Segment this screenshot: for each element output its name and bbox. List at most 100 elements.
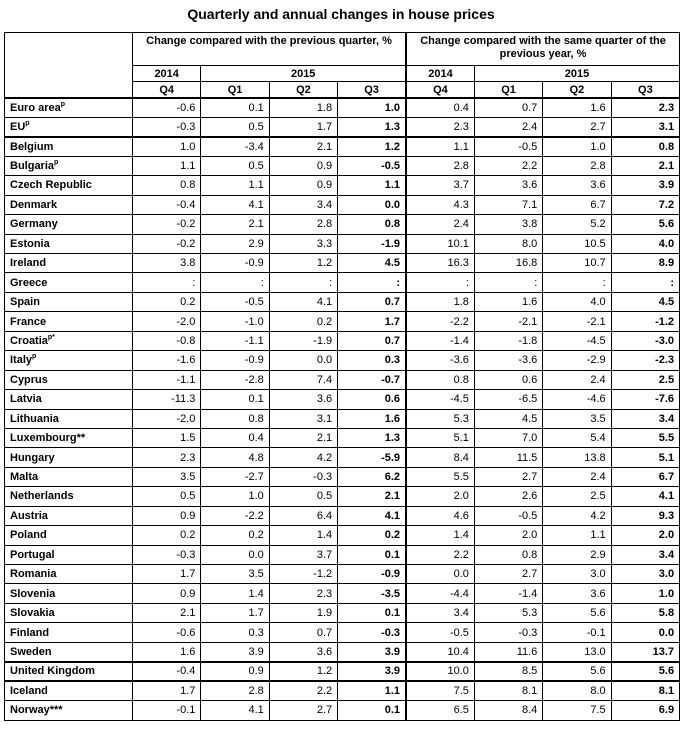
value-cell: 1.0 — [542, 135, 612, 157]
value-cell: 2.8 — [200, 680, 270, 701]
country-name: Slovenia — [10, 587, 56, 600]
value-cell: : — [610, 272, 680, 293]
value-cell: 3.4 — [610, 408, 680, 429]
value-cell: 1.4 — [405, 525, 475, 546]
value-cell: 5.5 — [610, 427, 680, 448]
value-cell: -4.6 — [542, 389, 612, 409]
value-cell: -11.3 — [131, 389, 201, 409]
value-cell: 0.0 — [405, 563, 475, 584]
value-cell: 0.7 — [337, 291, 407, 312]
country-name: Finland — [10, 626, 50, 639]
value-cell: 10.4 — [405, 641, 475, 662]
value-cell: 1.5 — [131, 427, 201, 448]
value-cell: -1.4 — [405, 330, 475, 351]
value-cell: -1.2 — [610, 311, 680, 332]
country-cell: Sweden — [4, 641, 133, 662]
value-cell: 3.8 — [473, 214, 543, 235]
value-cell: 2.7 — [268, 700, 338, 720]
value-cell: 0.3 — [200, 622, 270, 643]
value-cell: 0.6 — [337, 389, 407, 409]
value-cell: -0.3 — [473, 622, 543, 643]
country-name: Iceland — [10, 685, 48, 698]
country-cell: Czech Republic — [4, 175, 133, 196]
year-header-2015: 2015 — [473, 65, 680, 82]
value-cell: -1.6 — [131, 350, 201, 371]
value-cell: 2.5 — [610, 369, 680, 390]
value-cell: 4.0 — [542, 291, 612, 312]
value-cell: 0.3 — [337, 350, 407, 371]
table-row: Greece:::::::: — [4, 272, 680, 293]
country-name: Sweden — [10, 645, 52, 658]
value-cell: -2.0 — [131, 408, 201, 429]
country-cell: Hungary — [4, 447, 133, 468]
value-cell: 0.7 — [337, 330, 407, 351]
value-cell: 0.0 — [200, 544, 270, 565]
value-cell: 2.2 — [473, 155, 543, 176]
value-cell: 5.6 — [542, 660, 612, 682]
value-cell: 2.0 — [405, 486, 475, 507]
value-cell: 4.6 — [405, 505, 475, 526]
value-cell: -2.2 — [405, 311, 475, 332]
table-row: Iceland 1.7 2.8 2.2 1.1 7.5 8.1 8.0 8.1 — [4, 680, 680, 701]
value-cell: 1.7 — [131, 680, 201, 701]
country-cell: Austria — [4, 505, 133, 526]
value-cell: -2.2 — [200, 505, 270, 526]
value-cell: -1.4 — [473, 583, 543, 604]
value-cell: 1.7 — [200, 602, 270, 623]
value-cell: -0.2 — [131, 214, 201, 235]
table-row: Bulgariap 1.1 0.5 0.9 -0.5 2.8 2.2 2.8 2.1 — [4, 155, 680, 176]
value-cell: 2.1 — [268, 135, 338, 157]
table-row: Germany -0.2 2.1 2.8 0.8 2.4 3.8 5.2 5.6 — [4, 214, 680, 235]
table-row: Italyp -1.6 -0.9 0.0 0.3 -3.6 -3.6 -2.9 -2.3 — [4, 350, 680, 371]
value-cell: 2.1 — [200, 214, 270, 235]
value-cell: -2.0 — [131, 311, 201, 332]
value-cell: 16.3 — [405, 252, 475, 273]
value-cell: 1.4 — [200, 583, 270, 604]
value-cell: 2.7 — [473, 563, 543, 584]
table-row: Latvia -11.3 0.1 3.6 0.6 -4.5 -6.5 -4.6 -7.6 — [4, 389, 680, 409]
value-cell: 8.5 — [473, 660, 543, 682]
year-header-2014: 2014 — [131, 65, 201, 82]
value-cell: -1.1 — [131, 369, 201, 390]
value-cell: -4.5 — [405, 389, 475, 409]
country-cell: United Kingdom — [4, 660, 133, 682]
table-row: Slovenia 0.9 1.4 2.3 -3.5 -4.4 -1.4 3.6 1.0 — [4, 583, 680, 604]
value-cell: 4.1 — [610, 486, 680, 507]
value-cell: 2.3 — [268, 583, 338, 604]
table-row: United Kingdom -0.4 0.9 1.2 3.9 10.0 8.5 5.6 5.6 — [4, 660, 680, 682]
value-cell: 0.9 — [268, 175, 338, 196]
value-cell: 8.4 — [473, 700, 543, 720]
country-name: Cyprus — [10, 373, 48, 386]
value-cell: 0.2 — [131, 525, 201, 546]
value-cell: 2.3 — [405, 116, 475, 137]
value-cell: 0.5 — [268, 486, 338, 507]
value-cell: 5.3 — [473, 602, 543, 623]
country-cell: Estonia — [4, 233, 133, 254]
value-cell: 4.5 — [610, 291, 680, 312]
value-cell: 7.1 — [473, 194, 543, 215]
value-cell: 4.0 — [610, 233, 680, 254]
value-cell: -0.3 — [337, 622, 407, 643]
value-cell: -0.8 — [131, 330, 201, 351]
value-cell: 4.1 — [200, 700, 270, 720]
value-cell: 1.6 — [473, 291, 543, 312]
table-row: Romania 1.7 3.5 -1.2 -0.9 0.0 2.7 3.0 3.0 — [4, 563, 680, 584]
value-cell: -7.6 — [610, 389, 680, 409]
table-row: Estonia -0.2 2.9 3.3 -1.9 10.1 8.0 10.5 4.0 — [4, 233, 680, 254]
value-cell: 3.5 — [200, 563, 270, 584]
value-cell: 4.3 — [405, 194, 475, 215]
value-cell: 9.3 — [610, 505, 680, 526]
country-name: Portugal — [10, 548, 55, 561]
country-cell: Bulgariap — [4, 155, 133, 176]
value-cell: -3.6 — [405, 350, 475, 371]
value-cell: 1.0 — [200, 486, 270, 507]
country-cell: Cyprus — [4, 369, 133, 390]
value-cell: -1.9 — [337, 233, 407, 254]
value-cell: -5.9 — [337, 447, 407, 468]
value-cell: 7.4 — [268, 369, 338, 390]
value-cell: 0.9 — [131, 505, 201, 526]
table-row: France -2.0 -1.0 0.2 1.7 -2.2 -2.1 -2.1 -1.2 — [4, 311, 680, 332]
value-cell: 3.3 — [268, 233, 338, 254]
value-cell: 5.4 — [542, 427, 612, 448]
value-cell: 1.9 — [268, 602, 338, 623]
